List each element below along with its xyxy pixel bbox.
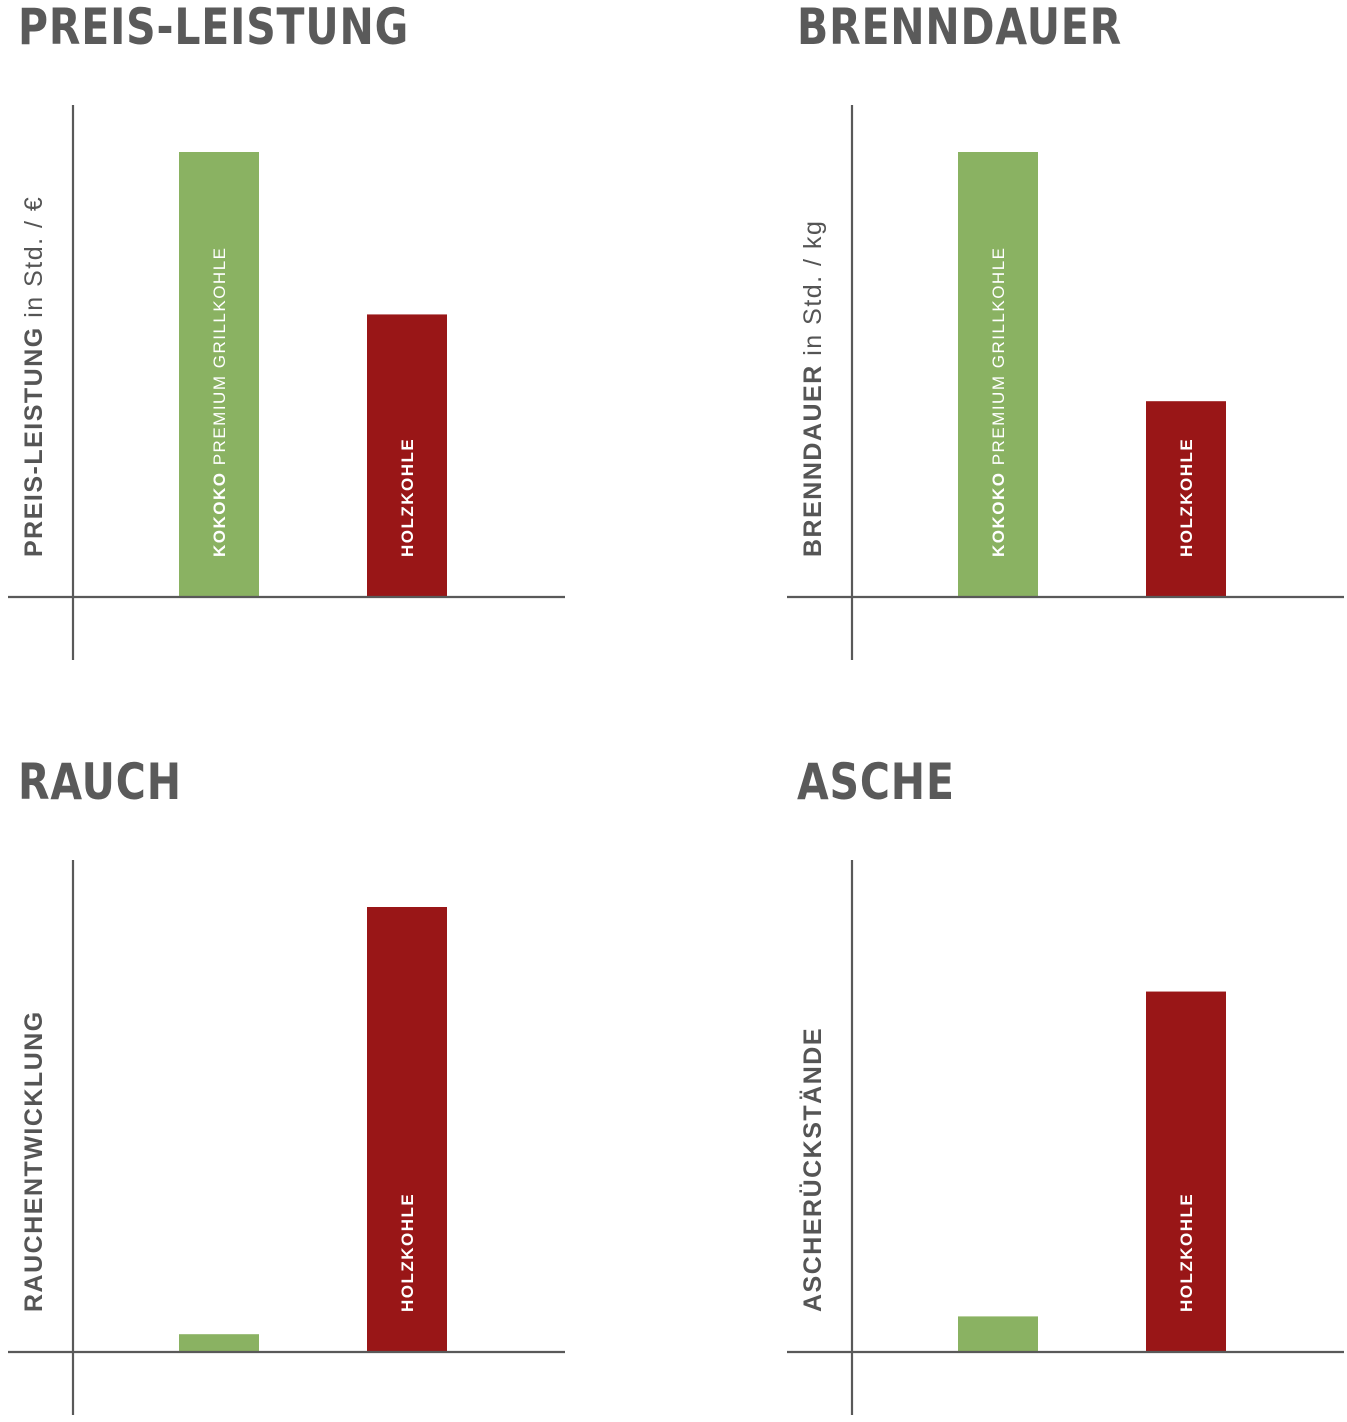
chart-title: ASCHE <box>797 753 955 811</box>
bar-kokoko <box>179 152 259 597</box>
y-axis-label: ASCHERÜCKSTÄNDE <box>798 1027 827 1312</box>
bar-label: HOLZKOHLE <box>398 438 417 557</box>
bar-label: HOLZKOHLE <box>1177 1193 1196 1312</box>
bar-holzkohle <box>1146 401 1226 597</box>
bar-label: KOKOKO PREMIUM GRILLKOHLE <box>210 247 229 558</box>
chart-preis-leistung: KOKOKO PREMIUM GRILLKOHLE HOLZKOHLE PREIS-… <box>8 105 565 660</box>
chart-title: BRENNDAUER <box>797 0 1123 56</box>
bar-holzkohle <box>367 314 447 597</box>
chart-panel-preis-leistung: PREIS-LEISTUNG KOKOKO PREMIUM GRILLKOHLE… <box>8 0 578 667</box>
bar-kokoko <box>958 1316 1038 1352</box>
bar-label: HOLZKOHLE <box>1177 438 1196 557</box>
bar-kokoko <box>179 1334 259 1352</box>
bar-holzkohle <box>1146 991 1226 1352</box>
bar-holzkohle <box>367 907 447 1352</box>
y-axis-label: PREIS-LEISTUNG in Std. / € <box>20 196 48 557</box>
bar-label: KOKOKO PREMIUM GRILLKOHLE <box>989 247 1008 558</box>
chart-asche: HOLZKOHLE ASCHERÜCKSTÄNDE <box>787 860 1344 1415</box>
chart-brenndauer: KOKOKO PREMIUM GRILLKOHLE HOLZKOHLE BRENND… <box>787 105 1344 660</box>
chart-rauch: HOLZKOHLE RAUCHENTWICKLUNG <box>8 860 565 1415</box>
chart-title: RAUCH <box>18 753 182 811</box>
chart-panel-asche: ASCHE HOLZKOHLE ASCHERÜCKSTÄNDE <box>787 753 1347 1422</box>
chart-panel-rauch: RAUCH HOLZKOHLE RAUCHENTWICKLUNG <box>8 753 578 1422</box>
chart-panel-brenndauer: BRENNDAUER KOKOKO PREMIUM GRILLKOHLE HOLZ… <box>787 0 1347 667</box>
bar-label: HOLZKOHLE <box>398 1193 417 1312</box>
chart-title: PREIS-LEISTUNG <box>18 0 410 56</box>
bar-kokoko <box>958 152 1038 597</box>
y-axis-label: RAUCHENTWICKLUNG <box>20 1010 48 1312</box>
y-axis-label: BRENNDAUER in Std. / kg <box>799 220 827 557</box>
